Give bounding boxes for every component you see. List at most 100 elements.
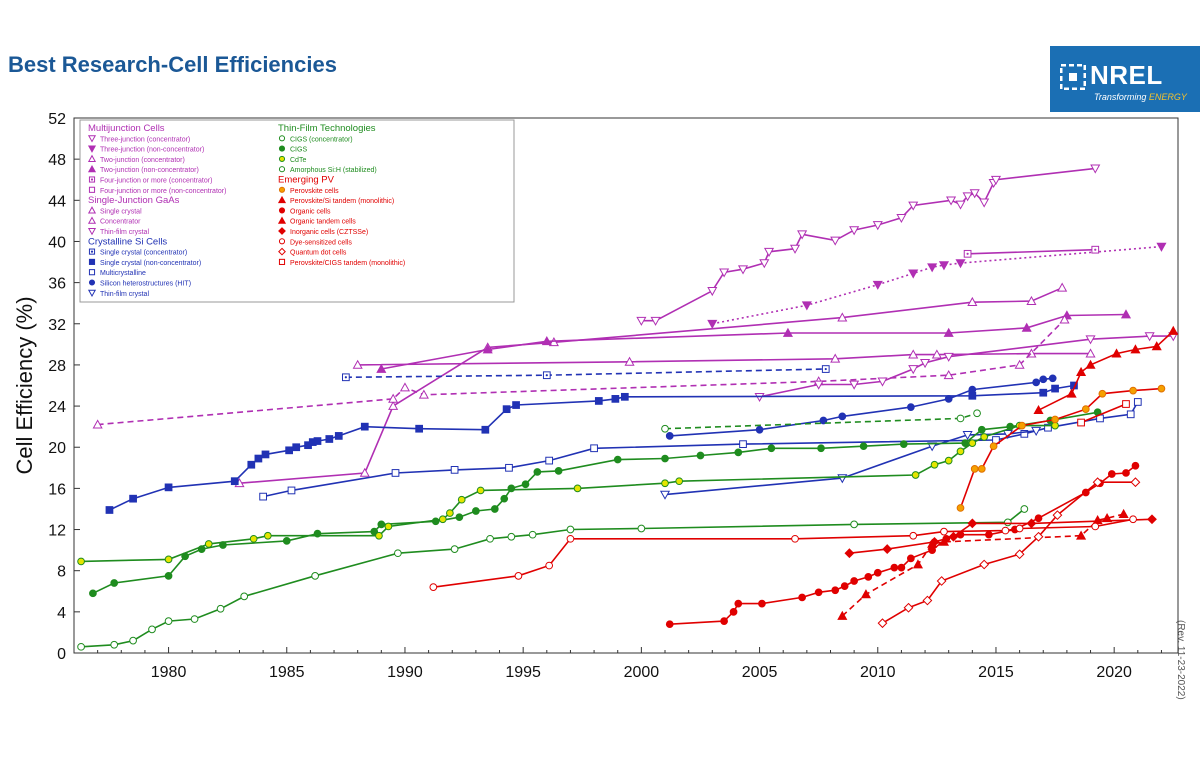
marker: [837, 312, 848, 322]
marker: [882, 544, 893, 554]
marker: [864, 573, 873, 581]
marker: [1144, 332, 1155, 342]
nrel-logo: NREL Transforming ENERGY: [1050, 46, 1200, 112]
marker: [129, 636, 137, 645]
marker: [249, 534, 258, 543]
marker-dot: [824, 367, 827, 371]
marker: [1130, 477, 1141, 488]
marker: [719, 268, 730, 278]
marker: [500, 494, 509, 503]
marker: [88, 258, 96, 265]
series-line: [81, 424, 1056, 563]
marker: [1168, 325, 1179, 335]
marker: [507, 532, 516, 541]
marker: [1076, 366, 1087, 376]
marker: [164, 483, 173, 492]
marker: [1033, 404, 1044, 415]
marker: [455, 513, 464, 522]
marker: [438, 515, 447, 524]
series-line: [345, 368, 826, 379]
marker: [968, 385, 977, 394]
marker: [908, 269, 919, 279]
series-inorganic-cells-cztsse: [844, 514, 1157, 559]
marker: [620, 392, 629, 401]
marker: [1018, 421, 1026, 430]
logo-tagline: Transforming ENERGY: [1094, 92, 1187, 102]
marker: [521, 480, 530, 489]
marker: [899, 440, 908, 449]
marker: [890, 563, 899, 572]
marker: [990, 175, 1002, 185]
marker: [277, 195, 287, 204]
legend-item-label: Four-junction or more (non-concentrator): [100, 188, 226, 195]
legend-item-label: Perovskite cells: [290, 188, 339, 195]
marker: [1003, 518, 1012, 527]
chart-title: Best Research-Cell Efficiencies: [8, 52, 337, 77]
marker: [87, 206, 97, 214]
marker: [263, 531, 272, 540]
marker: [457, 495, 466, 504]
logo-tagline-2: ENERGY: [1148, 92, 1187, 102]
marker: [758, 599, 766, 608]
marker: [665, 432, 674, 440]
marker: [1147, 514, 1157, 525]
marker: [962, 192, 973, 202]
marker: [908, 349, 919, 359]
series-multicrystalline: [259, 398, 1142, 501]
series-layer: [77, 164, 1179, 651]
marker: [375, 531, 383, 540]
marker: [88, 279, 96, 286]
x-tick-label: 2015: [978, 664, 1014, 681]
marker: [1131, 461, 1140, 470]
y-tick-label: 44: [48, 193, 66, 210]
series-perovskite-cigs-tandem-monolithic: [1077, 400, 1130, 427]
marker: [394, 549, 402, 558]
marker: [87, 216, 97, 224]
marker: [696, 451, 705, 460]
marker: [292, 443, 301, 452]
marker-dot: [344, 376, 347, 379]
marker: [482, 344, 493, 354]
marker: [490, 505, 499, 513]
series-cigs-concentrator: [661, 409, 981, 433]
marker: [943, 369, 954, 380]
marker: [164, 555, 173, 564]
x-tick-label: 2020: [1096, 664, 1132, 681]
legend-item-label: Silicon heterostructures (HIT): [100, 281, 191, 288]
series-organic-tandem-cells: [837, 508, 1129, 620]
marker: [877, 377, 888, 387]
series-dye-sensitized-cells: [429, 515, 1137, 592]
marker: [763, 247, 775, 257]
marker: [1090, 164, 1101, 174]
marker: [1122, 469, 1130, 477]
marker: [819, 416, 828, 425]
marker: [755, 425, 764, 434]
marker: [979, 559, 990, 570]
marker: [88, 269, 96, 276]
y-axis-label: Cell Efficiency (%): [12, 296, 37, 474]
marker: [973, 409, 981, 418]
marker: [87, 135, 97, 143]
marker: [418, 389, 429, 399]
marker: [1044, 423, 1052, 432]
marker: [216, 604, 225, 613]
series-quantum-dot-cells: [877, 477, 1141, 629]
marker: [278, 238, 286, 245]
marker: [278, 227, 286, 235]
marker: [637, 524, 646, 533]
marker: [897, 563, 906, 572]
marker: [797, 230, 808, 240]
marker: [247, 460, 256, 469]
marker: [278, 258, 286, 265]
marker: [948, 531, 959, 542]
legend-item-label: Single crystal: [100, 208, 142, 215]
marker: [254, 454, 263, 463]
marker: [278, 135, 286, 142]
marker: [636, 316, 647, 326]
legend-group-title: Emerging PV: [278, 175, 335, 186]
legend-item-label: Single crystal (non-concentrator): [100, 260, 201, 267]
marker: [1020, 505, 1029, 513]
marker: [931, 349, 942, 359]
marker: [325, 435, 334, 443]
marker: [956, 414, 965, 423]
